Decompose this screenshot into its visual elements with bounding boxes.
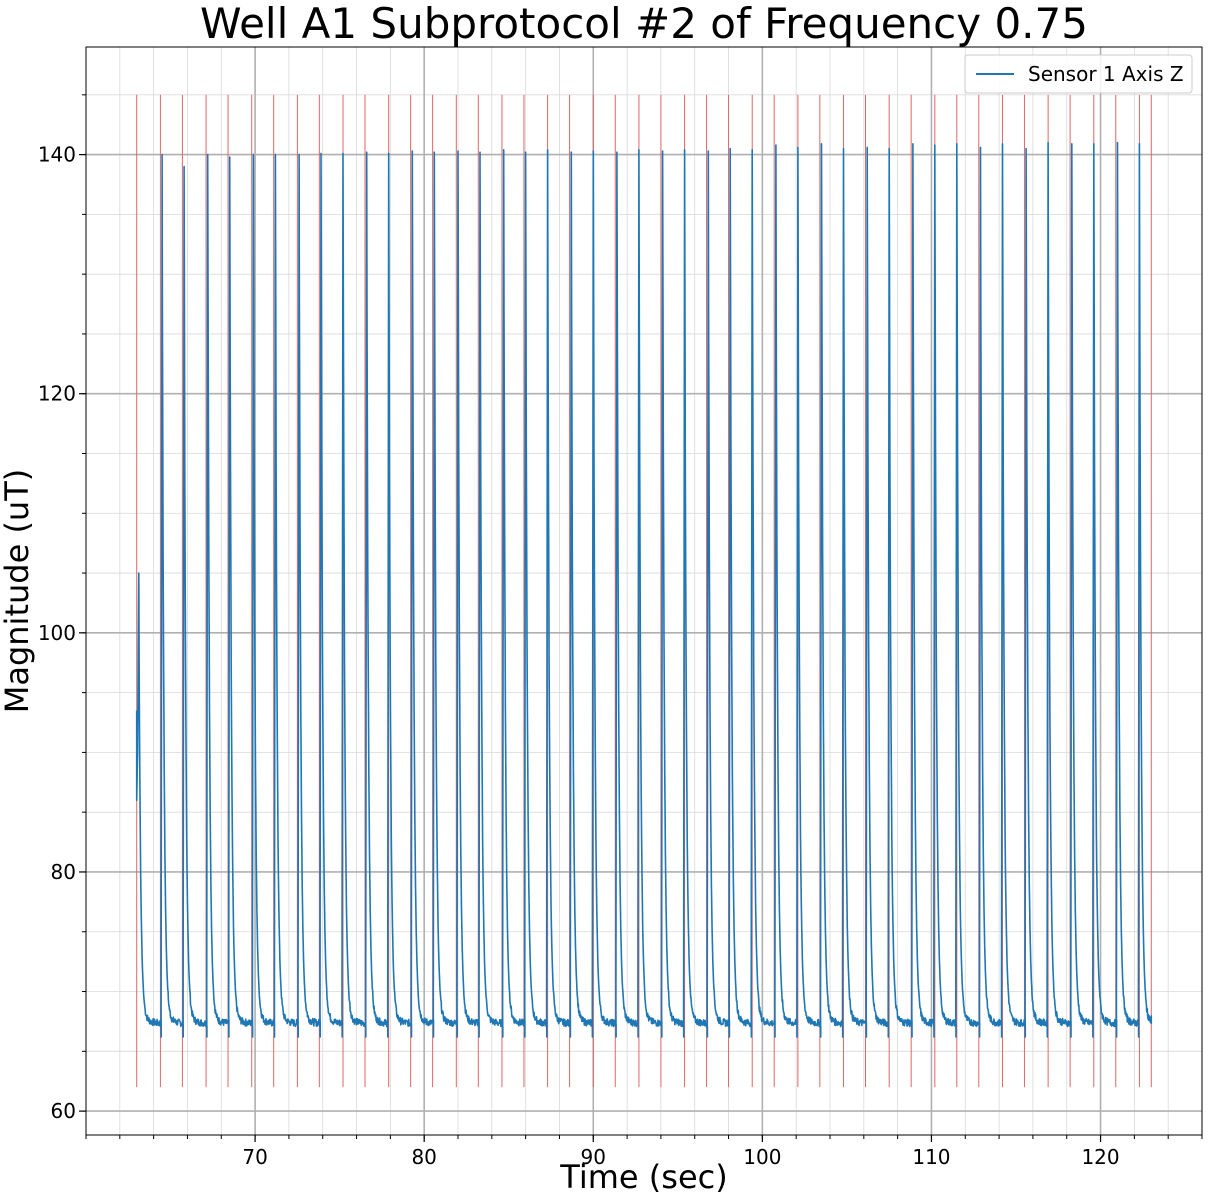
series-line-sensor-1-axis-z (135, 141, 1153, 1038)
y-tick-label: 140 (38, 143, 76, 167)
plot-frame (85, 46, 1203, 1136)
y-axis-label: Magnitude (uT) (0, 469, 36, 714)
y-tick-label: 80 (51, 860, 76, 884)
y-tick-label: 100 (38, 621, 76, 645)
x-tick-label: 70 (242, 1145, 267, 1169)
x-axis-label: Time (sec) (559, 1158, 727, 1196)
x-tick-label: 90 (581, 1145, 606, 1169)
x-tick-label: 80 (411, 1145, 436, 1169)
legend-box (964, 54, 1193, 94)
legend: Sensor 1 Axis Z (964, 54, 1193, 94)
series-layer (135, 141, 1153, 1038)
x-axis: 70 80 90 100 110 120 (85, 1135, 1203, 1169)
x-tick-label: 100 (743, 1145, 781, 1169)
x-tick-label: 120 (1081, 1145, 1119, 1169)
x-tick-label: 110 (912, 1145, 950, 1169)
y-tick-label: 120 (38, 382, 76, 406)
legend-series-label: Sensor 1 Axis Z (1028, 62, 1184, 86)
chart-title: Well A1 Subprotocol #2 of Frequency 0.75 (200, 0, 1088, 48)
y-axis: 60 80 100 120 140 (38, 94, 86, 1123)
y-tick-label: 60 (51, 1099, 76, 1123)
